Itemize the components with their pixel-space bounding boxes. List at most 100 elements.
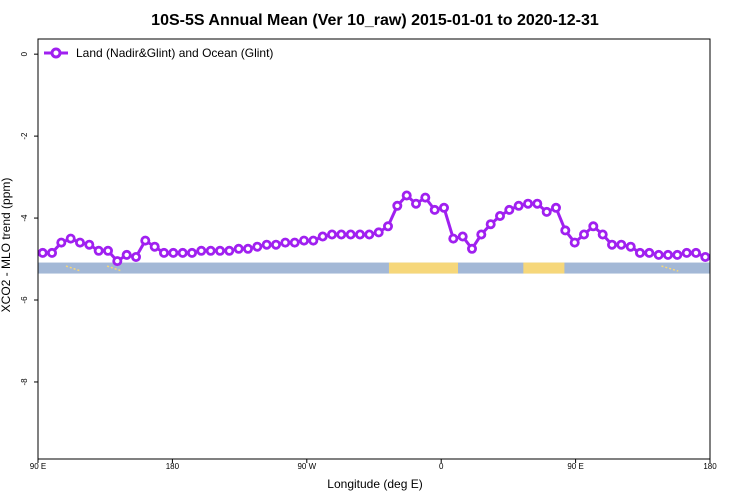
data-point (569, 237, 580, 248)
ocean-band (38, 262, 710, 274)
data-point (448, 233, 459, 244)
data-point (103, 245, 114, 256)
land-ocean-strip (38, 262, 710, 274)
x-tick-label: 180 (166, 462, 180, 471)
data-point (214, 245, 225, 256)
data-point (252, 241, 263, 252)
data-point (224, 245, 235, 256)
plot-frame (37, 38, 711, 460)
data-point (140, 235, 151, 246)
data-point (158, 247, 169, 258)
data-point (616, 239, 627, 250)
data-point (317, 231, 328, 242)
coast-dash-2 (433, 265, 453, 272)
data-point (672, 249, 683, 260)
data-point (635, 247, 646, 258)
data-point (196, 245, 207, 256)
data-point (354, 229, 365, 240)
data-point (186, 247, 197, 258)
data-point (364, 229, 375, 240)
data-point (663, 249, 674, 260)
y-tick-label: -4 (20, 214, 29, 222)
data-point (47, 247, 58, 258)
data-point (494, 210, 505, 221)
chart-title: 10S-5S Annual Mean (Ver 10_raw) 2015-01-… (151, 12, 599, 29)
data-point (336, 229, 347, 240)
data-point (289, 237, 300, 248)
y-tick-label: -2 (20, 132, 29, 140)
data-point (588, 221, 599, 232)
data-point (485, 219, 496, 230)
series-line-0 (42, 194, 706, 263)
data-point (420, 192, 431, 203)
data-point (523, 198, 534, 209)
x-tick-label: 90 E (30, 462, 46, 471)
data-point (410, 198, 421, 209)
data-point (345, 229, 356, 240)
y-tick-label: 0 (20, 51, 29, 56)
data-point (466, 243, 477, 254)
data-point (56, 237, 67, 248)
data-point (233, 243, 244, 254)
data-point (401, 190, 412, 201)
data-point (700, 251, 711, 262)
x-tick-label: 90 W (297, 462, 316, 471)
data-point (438, 202, 449, 213)
legend-entry: Land (Nadir&Glint) and Ocean (Glint) (76, 46, 273, 60)
data-point (37, 247, 48, 258)
data-point (130, 251, 141, 262)
data-point (112, 256, 123, 267)
series-land-ocean (37, 190, 711, 267)
x-tick-label: 90 E (567, 462, 583, 471)
data-point (476, 229, 487, 240)
y-axis: 0 -2 -4 -6 -8 (20, 51, 38, 386)
land-segment-1 (523, 262, 565, 274)
data-point (261, 239, 272, 250)
data-point (681, 247, 692, 258)
data-point (644, 247, 655, 258)
data-point (298, 235, 309, 246)
x-tick-label: 180 (703, 462, 717, 471)
y-tick-label: -6 (20, 296, 29, 304)
data-point (308, 235, 319, 246)
data-point (579, 229, 590, 240)
data-point (177, 247, 188, 258)
data-point (560, 225, 571, 236)
data-point (392, 200, 403, 211)
data-point (504, 204, 515, 215)
y-tick-label: -8 (20, 378, 29, 386)
data-point (280, 237, 291, 248)
data-point (653, 249, 664, 260)
data-point (625, 241, 636, 252)
x-axis-label: Longitude (deg E) (327, 477, 422, 491)
data-point (429, 204, 440, 215)
data-point (607, 239, 618, 250)
data-point (373, 227, 384, 238)
y-axis-label: XCO2 - MLO trend (ppm) (0, 178, 13, 313)
data-point (541, 206, 552, 217)
land-segment-0 (388, 262, 458, 274)
data-point (691, 247, 702, 258)
data-point (121, 249, 132, 260)
data-point (270, 239, 281, 250)
data-point (75, 237, 86, 248)
data-point (242, 243, 253, 254)
coast-dash-3 (661, 265, 679, 272)
coast-dash-1 (106, 265, 123, 272)
data-point (326, 229, 337, 240)
x-axis: 90 E 180 90 W 0 90 E 180 (30, 459, 717, 471)
data-point (551, 202, 562, 213)
legend: Land (Nadir&Glint) and Ocean (Glint) (44, 46, 273, 60)
data-point (513, 200, 524, 211)
coast-dash-0 (65, 265, 82, 272)
data-point (597, 229, 608, 240)
data-point (84, 239, 95, 250)
data-point (65, 233, 76, 244)
data-point (93, 245, 104, 256)
data-point (532, 198, 543, 209)
data-point (149, 241, 160, 252)
legend-marker (50, 47, 62, 59)
data-point (205, 245, 216, 256)
x-tick-label: 0 (439, 462, 444, 471)
